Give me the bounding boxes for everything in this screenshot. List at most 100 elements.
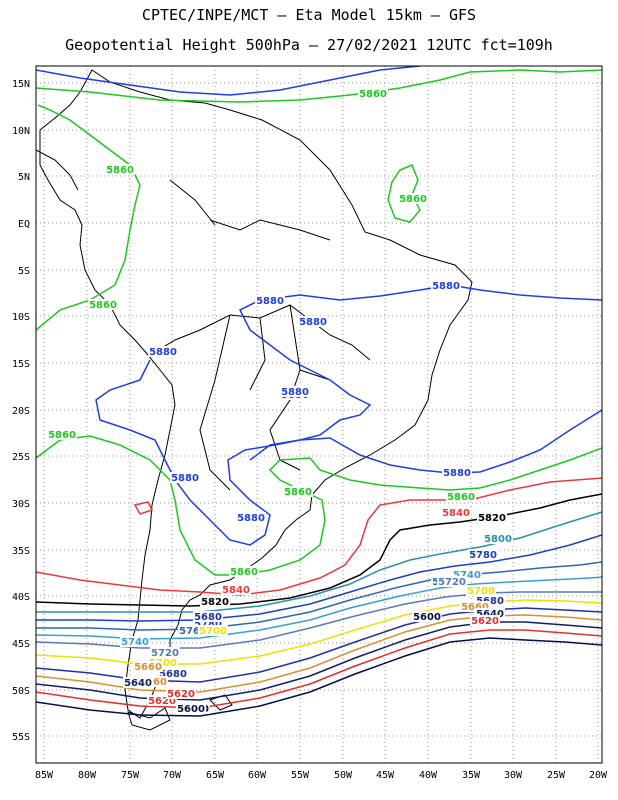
contour-label-bg xyxy=(468,549,498,560)
contour-5780 xyxy=(36,534,602,622)
contour-label-5720: 5720 xyxy=(438,577,466,588)
contour-label-5660: 5660 xyxy=(139,677,167,688)
contour-label-bg xyxy=(398,193,428,204)
contour-5620 xyxy=(36,629,602,709)
lat-tick-label: 25S xyxy=(12,452,30,463)
lat-tick-label: 50S xyxy=(12,686,30,697)
lat-tick-label: 15S xyxy=(12,359,30,370)
contour-label-bg xyxy=(298,316,328,327)
lon-tick-label: 25W xyxy=(547,770,566,781)
contour-label-5700: 5700 xyxy=(149,658,177,669)
contour-label-bg xyxy=(358,88,388,99)
lat-tick-label: 40S xyxy=(12,592,30,603)
plot-frame xyxy=(35,65,603,764)
contour-label-bg xyxy=(255,295,285,306)
contour-label-5880: 5880 xyxy=(432,281,460,292)
tierra-del-fuego xyxy=(127,707,171,731)
contour-label-5860: 5860 xyxy=(359,89,387,100)
lon-tick-label: 70W xyxy=(163,770,182,781)
contour-label-bg xyxy=(441,507,471,518)
contour-label-5680: 5680 xyxy=(476,596,504,607)
contour-label-bg xyxy=(229,566,259,577)
contour-label-5880: 5880 xyxy=(443,468,471,479)
lat-tick-label: 10S xyxy=(12,312,30,323)
contour-label-bg xyxy=(193,611,223,622)
contour-label-bg xyxy=(460,601,490,612)
contour-label-5860: 5860 xyxy=(48,430,76,441)
contour-label-bg xyxy=(193,618,223,629)
contour-label-bg xyxy=(475,595,505,606)
contour-label-5880: 5880 xyxy=(149,347,177,358)
contour-label-bg xyxy=(470,615,500,626)
contour-lines xyxy=(36,66,602,717)
contour-label-5880: 5880 xyxy=(237,513,265,524)
contour-label-5600: 5600 xyxy=(413,612,441,623)
lat-tick-label: 45S xyxy=(12,639,30,650)
contour-label-5620: 5620 xyxy=(471,616,499,627)
lat-tick-label: 5S xyxy=(18,266,30,277)
contour-label-bg xyxy=(148,346,178,357)
lat-tick-label: 20S xyxy=(12,406,30,417)
contour-label-5760: 5760 xyxy=(179,626,207,637)
contour-5600 xyxy=(36,637,602,717)
contour-label-bg xyxy=(442,467,472,478)
contour-label-bg xyxy=(412,611,442,622)
lat-tick-label: 15N xyxy=(12,79,30,90)
contour-label-bg xyxy=(475,608,505,619)
contour-label-bg xyxy=(120,636,150,647)
contour-5860-south xyxy=(36,435,602,576)
lon-tick-label: 35W xyxy=(462,770,481,781)
contour-label-bg xyxy=(47,429,77,440)
contour-5760 xyxy=(36,561,602,631)
contour-label-5740: 5740 xyxy=(453,570,481,581)
contour-label-5680: 5680 xyxy=(194,612,222,623)
contour-label-5840: 5840 xyxy=(222,585,250,596)
contour-label-5860: 5860 xyxy=(447,492,475,503)
contour-5860-west xyxy=(36,104,141,331)
contour-label-5800: 5800 xyxy=(484,534,512,545)
coastline xyxy=(36,69,473,731)
lat-tick-label: 30S xyxy=(12,499,30,510)
lat-tick-label: 5N xyxy=(18,172,30,183)
lat-tick-label: 10N xyxy=(12,126,30,137)
lon-tick-label: 45W xyxy=(376,770,395,781)
lon-tick-label: 30W xyxy=(504,770,523,781)
contour-label-bg xyxy=(466,585,496,596)
contour-label-bg xyxy=(176,703,206,714)
contour-label-5880: 5880 xyxy=(171,473,199,484)
chart-title: CPTEC/INPE/MCT – Eta Model 15km – GFS xyxy=(141,6,477,24)
contour-label-5880: 5880 xyxy=(299,317,327,328)
contour-5840 xyxy=(36,477,602,596)
contour-label-5880: 5880 xyxy=(256,296,284,307)
contour-label-5660: 5660 xyxy=(461,602,489,613)
contour-5800 xyxy=(36,511,602,613)
contour-label-bg xyxy=(446,491,476,502)
contour-5860-blob xyxy=(387,164,421,223)
contour-label-5660: 5660 xyxy=(134,662,162,673)
contour-label-bg xyxy=(178,625,208,636)
border-lines xyxy=(149,179,371,491)
contour-label-5680: 5680 xyxy=(159,669,187,680)
contour-5720 xyxy=(36,591,602,649)
lat-tick-label: EQ xyxy=(18,219,30,230)
contour-label-bg xyxy=(158,668,188,679)
contour-labels: 5860 5860 5860 5860 5860 5860 5860 5860 5880 5880… xyxy=(47,88,513,715)
contour-5880-north xyxy=(36,66,421,96)
contour-label-5640: 5640 xyxy=(476,609,504,620)
south-america-coast xyxy=(39,69,473,719)
contour-5840-blob xyxy=(133,501,154,515)
contour-label-5860: 5860 xyxy=(399,194,427,205)
contour-label-5840: 5840 xyxy=(442,508,470,519)
contour-label-5600: 5600 xyxy=(177,704,205,715)
contour-label-bg xyxy=(221,584,251,595)
contour-label-5860: 5860 xyxy=(106,165,134,176)
contour-label-bg xyxy=(147,695,177,706)
lon-tick-label: 75W xyxy=(121,770,140,781)
contour-label-bg xyxy=(133,661,163,672)
contour-label-5740: 5740 xyxy=(121,637,149,648)
contour-label-5860: 5860 xyxy=(89,300,117,311)
contour-5640 xyxy=(36,621,602,701)
lon-tick-label: 55W xyxy=(291,770,310,781)
contour-label-5620: 5620 xyxy=(148,696,176,707)
contour-label-5780: 5780 xyxy=(194,619,222,630)
